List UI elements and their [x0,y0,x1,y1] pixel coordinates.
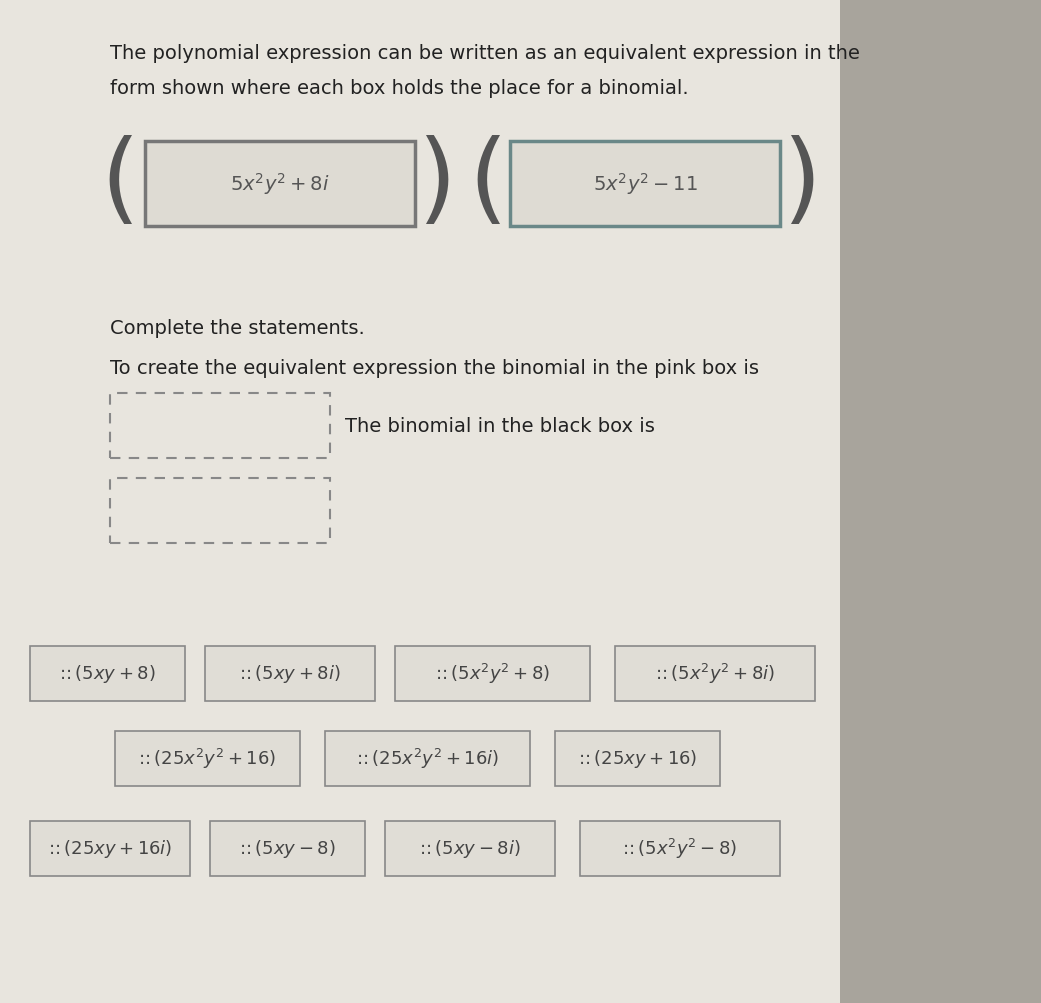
FancyBboxPatch shape [840,0,1041,1003]
Text: :: $(25x^2y^2+16)$: :: $(25x^2y^2+16)$ [138,746,277,770]
FancyBboxPatch shape [555,731,720,785]
Text: Complete the statements.: Complete the statements. [110,319,364,338]
Text: To create the equivalent expression the binomial in the pink box is: To create the equivalent expression the … [110,359,759,377]
Text: :: $(5x^2y^2-8)$: :: $(5x^2y^2-8)$ [623,837,738,861]
FancyBboxPatch shape [615,646,815,701]
Text: :: $(5x^2y^2+8i)$: :: $(5x^2y^2+8i)$ [655,661,776,685]
Text: $5x^2y^2+8i$: $5x^2y^2+8i$ [230,171,330,197]
Text: form shown where each box holds the place for a binomial.: form shown where each box holds the plac… [110,79,689,98]
Text: ): ) [417,135,457,233]
FancyBboxPatch shape [395,646,590,701]
Text: :: $(5xy-8i)$: :: $(5xy-8i)$ [420,838,520,860]
Text: (: ( [468,135,508,233]
FancyBboxPatch shape [580,820,780,876]
FancyBboxPatch shape [30,820,191,876]
Text: :: $(25xy+16i)$: :: $(25xy+16i)$ [48,838,172,860]
Text: :: $(25x^2y^2+16i)$: :: $(25x^2y^2+16i)$ [356,746,499,770]
FancyBboxPatch shape [210,820,365,876]
FancyBboxPatch shape [205,646,375,701]
FancyBboxPatch shape [325,731,530,785]
FancyBboxPatch shape [385,820,555,876]
FancyBboxPatch shape [0,0,860,1003]
Text: $5x^2y^2-11$: $5x^2y^2-11$ [592,171,697,197]
Text: :: $(5xy+8)$: :: $(5xy+8)$ [59,662,156,684]
Text: :: $(5xy-8)$: :: $(5xy-8)$ [239,838,336,860]
FancyBboxPatch shape [145,141,415,227]
FancyBboxPatch shape [510,141,780,227]
Text: The binomial in the black box is: The binomial in the black box is [345,416,655,435]
Text: :: $(5x^2y^2+8)$: :: $(5x^2y^2+8)$ [435,661,550,685]
FancyBboxPatch shape [30,646,185,701]
FancyBboxPatch shape [115,731,300,785]
Text: ): ) [783,135,821,233]
Text: :: $(25xy+16)$: :: $(25xy+16)$ [578,747,697,769]
Text: (: ( [101,135,139,233]
Text: :: $(5xy+8i)$: :: $(5xy+8i)$ [239,662,340,684]
Text: The polynomial expression can be written as an equivalent expression in the: The polynomial expression can be written… [110,44,860,63]
